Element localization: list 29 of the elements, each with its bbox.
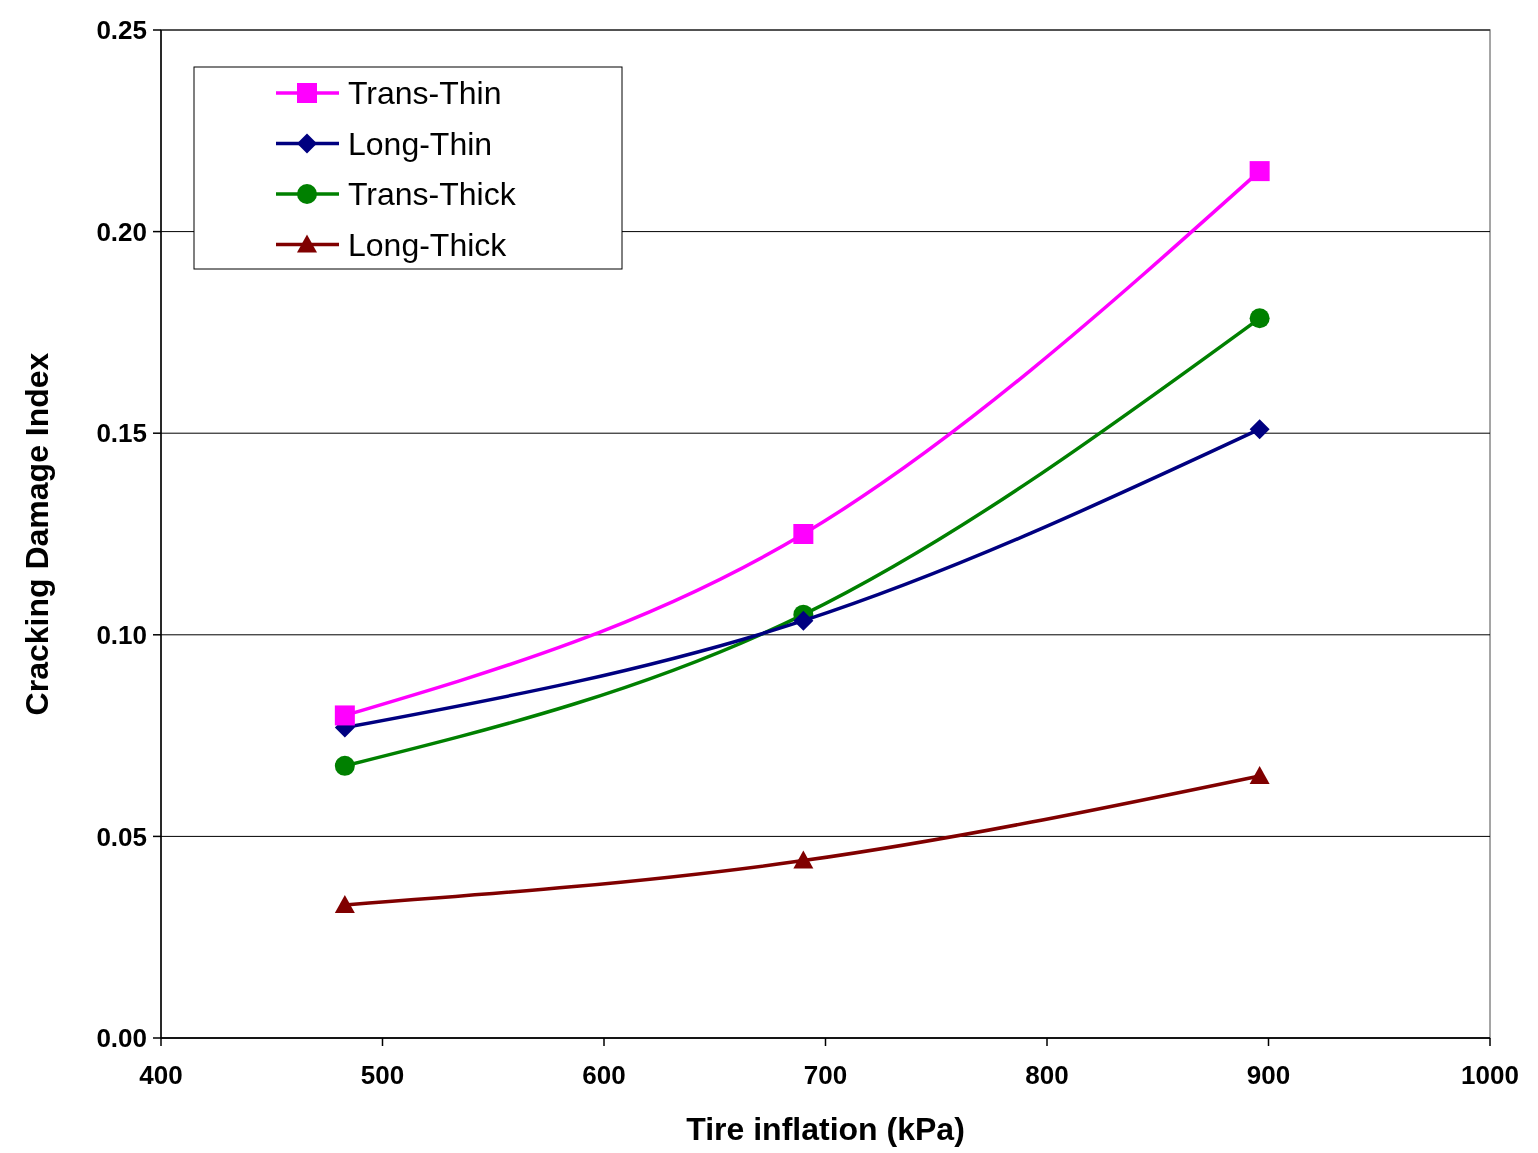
x-tick-label: 800 [1025,1060,1069,1090]
point [1249,765,1270,784]
x-tick-label: 600 [582,1060,626,1090]
point [1249,419,1270,440]
point [793,610,814,631]
point [334,755,355,776]
x-axis-title: Tire inflation (kPa) [686,1111,965,1147]
x-tick-label: 900 [1246,1060,1291,1090]
point [334,894,355,913]
legend-label: Trans-Thick [348,176,517,213]
x-tick-label: 500 [360,1060,405,1090]
point [793,850,814,869]
y-axis-title: Cracking Damage Index [19,352,55,716]
x-tick-label: 400 [139,1060,183,1090]
y-tick-label: 0.25 [96,15,147,46]
legend-label: Long-Thin [348,125,493,162]
y-tick-label: 0.10 [96,619,147,650]
y-tick-label: 0.05 [96,821,147,852]
legend-label: Trans-Thin [348,75,502,112]
x-tick-label: 700 [803,1060,848,1090]
x-tick-label: 1000 [1461,1060,1519,1090]
y-tick-label: 0.20 [96,216,147,247]
point [334,705,355,726]
point [793,524,814,544]
legend-label: Long-Thick [348,226,508,263]
point [1249,161,1270,182]
y-tick-label: 0.00 [96,1023,147,1054]
y-tick-label: 0.15 [96,418,147,449]
point [1249,308,1270,329]
